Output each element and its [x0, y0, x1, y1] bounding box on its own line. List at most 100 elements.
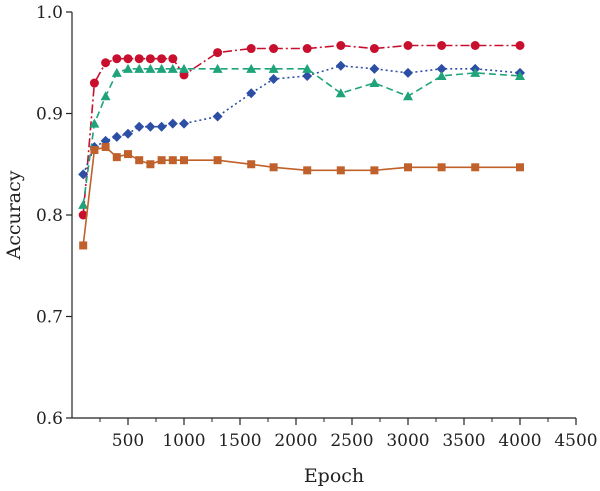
circle-point: [145, 54, 155, 64]
series-line: [82, 68, 521, 205]
triangle-point: [78, 199, 89, 209]
square-point: [370, 166, 379, 175]
square-point: [146, 160, 155, 169]
triangle-point: [89, 118, 100, 128]
y-tick-label: 1.0: [36, 3, 63, 23]
diamond-point: [403, 67, 413, 78]
series-square: [79, 142, 524, 250]
triangle-point: [167, 63, 178, 73]
triangle-point: [134, 63, 145, 73]
series-line: [82, 44, 520, 216]
y-tick-label: 0.7: [36, 308, 63, 328]
square-point: [471, 163, 480, 172]
circle-point: [213, 48, 223, 58]
triangle-point: [145, 63, 156, 73]
circle-point: [134, 54, 144, 64]
x-tick-label: 4000: [498, 431, 541, 451]
circle-point: [302, 44, 312, 54]
square-point: [336, 166, 345, 175]
square-point: [437, 163, 446, 172]
diamond-point: [436, 63, 447, 74]
triangle-point: [156, 63, 167, 73]
y-tick-label: 0.6: [36, 409, 63, 429]
square-point: [213, 156, 222, 165]
circle-point: [336, 40, 346, 50]
series-triangle: [78, 63, 525, 209]
diamond-point: [123, 128, 133, 139]
diamond-point: [335, 60, 346, 71]
diamond-point: [111, 131, 122, 142]
triangle-point: [470, 67, 481, 77]
square-point: [124, 150, 132, 159]
circle-point: [101, 58, 111, 68]
triangle-point: [100, 91, 111, 101]
x-tick-label: 1500: [218, 431, 261, 451]
circle-point: [515, 40, 525, 50]
circle-point: [112, 54, 122, 64]
diamond-point: [167, 118, 178, 129]
square-point: [101, 142, 110, 151]
circle-point: [246, 44, 256, 54]
data-series: [78, 40, 525, 250]
x-tick-label: 500: [112, 431, 144, 451]
circle-point: [403, 40, 413, 50]
triangle-point: [268, 63, 279, 73]
diamond-point: [369, 63, 380, 74]
square-point: [79, 241, 88, 250]
circle-point: [168, 54, 178, 64]
x-axis-title: Epoch: [304, 465, 364, 487]
y-axis-title: Accuracy: [3, 170, 25, 260]
diamond-point: [302, 70, 313, 81]
x-tick-label: 3500: [442, 431, 485, 451]
circle-point: [369, 44, 379, 54]
triangle-point: [123, 63, 133, 73]
diamond-point: [78, 169, 89, 180]
circle-point: [269, 44, 279, 54]
square-point: [269, 163, 278, 172]
x-tick-label: 1000: [162, 431, 205, 451]
circle-point: [437, 40, 447, 50]
triangle-point: [369, 78, 380, 88]
triangle-point: [515, 70, 525, 80]
circle-point: [123, 54, 133, 64]
series-circle: [78, 40, 525, 220]
circle-point: [78, 210, 88, 220]
diamond-point: [156, 121, 167, 132]
diamond-point: [268, 73, 279, 84]
x-tick-label: 2500: [330, 431, 373, 451]
diamond-point: [246, 88, 257, 99]
triangle-point: [335, 88, 346, 98]
series-line: [82, 64, 521, 175]
series-diamond: [78, 60, 525, 180]
x-tick-label: 4500: [554, 431, 597, 451]
diamond-point: [134, 121, 145, 132]
diamond-point: [145, 121, 156, 132]
triangle-point: [246, 63, 257, 73]
y-tick-label: 0.8: [36, 206, 63, 226]
x-tick-label: 2000: [274, 431, 317, 451]
y-tick-label: 0.9: [36, 105, 63, 125]
square-point: [404, 163, 412, 172]
triangle-point: [111, 67, 122, 77]
circle-point: [89, 78, 99, 88]
axis-ticks: 0.6 0.7 0.8 0.9 1.0 500 1000 1500 2000 2500 3000 35…: [36, 3, 598, 451]
square-point: [180, 156, 188, 165]
chart-axes: [71, 12, 576, 419]
triangle-point: [179, 63, 189, 73]
square-point: [303, 166, 312, 175]
triangle-point: [436, 70, 447, 80]
square-point: [112, 153, 121, 162]
x-tick-label: 3000: [386, 431, 429, 451]
diamond-point: [179, 118, 189, 129]
square-point: [247, 160, 256, 169]
square-point: [168, 156, 177, 165]
square-point: [157, 156, 166, 165]
square-point: [135, 156, 144, 165]
diamond-point: [212, 111, 223, 122]
triangle-point: [302, 63, 313, 73]
square-point: [516, 163, 524, 172]
square-point: [90, 146, 99, 155]
circle-point: [470, 40, 480, 50]
triangle-point: [212, 63, 223, 73]
